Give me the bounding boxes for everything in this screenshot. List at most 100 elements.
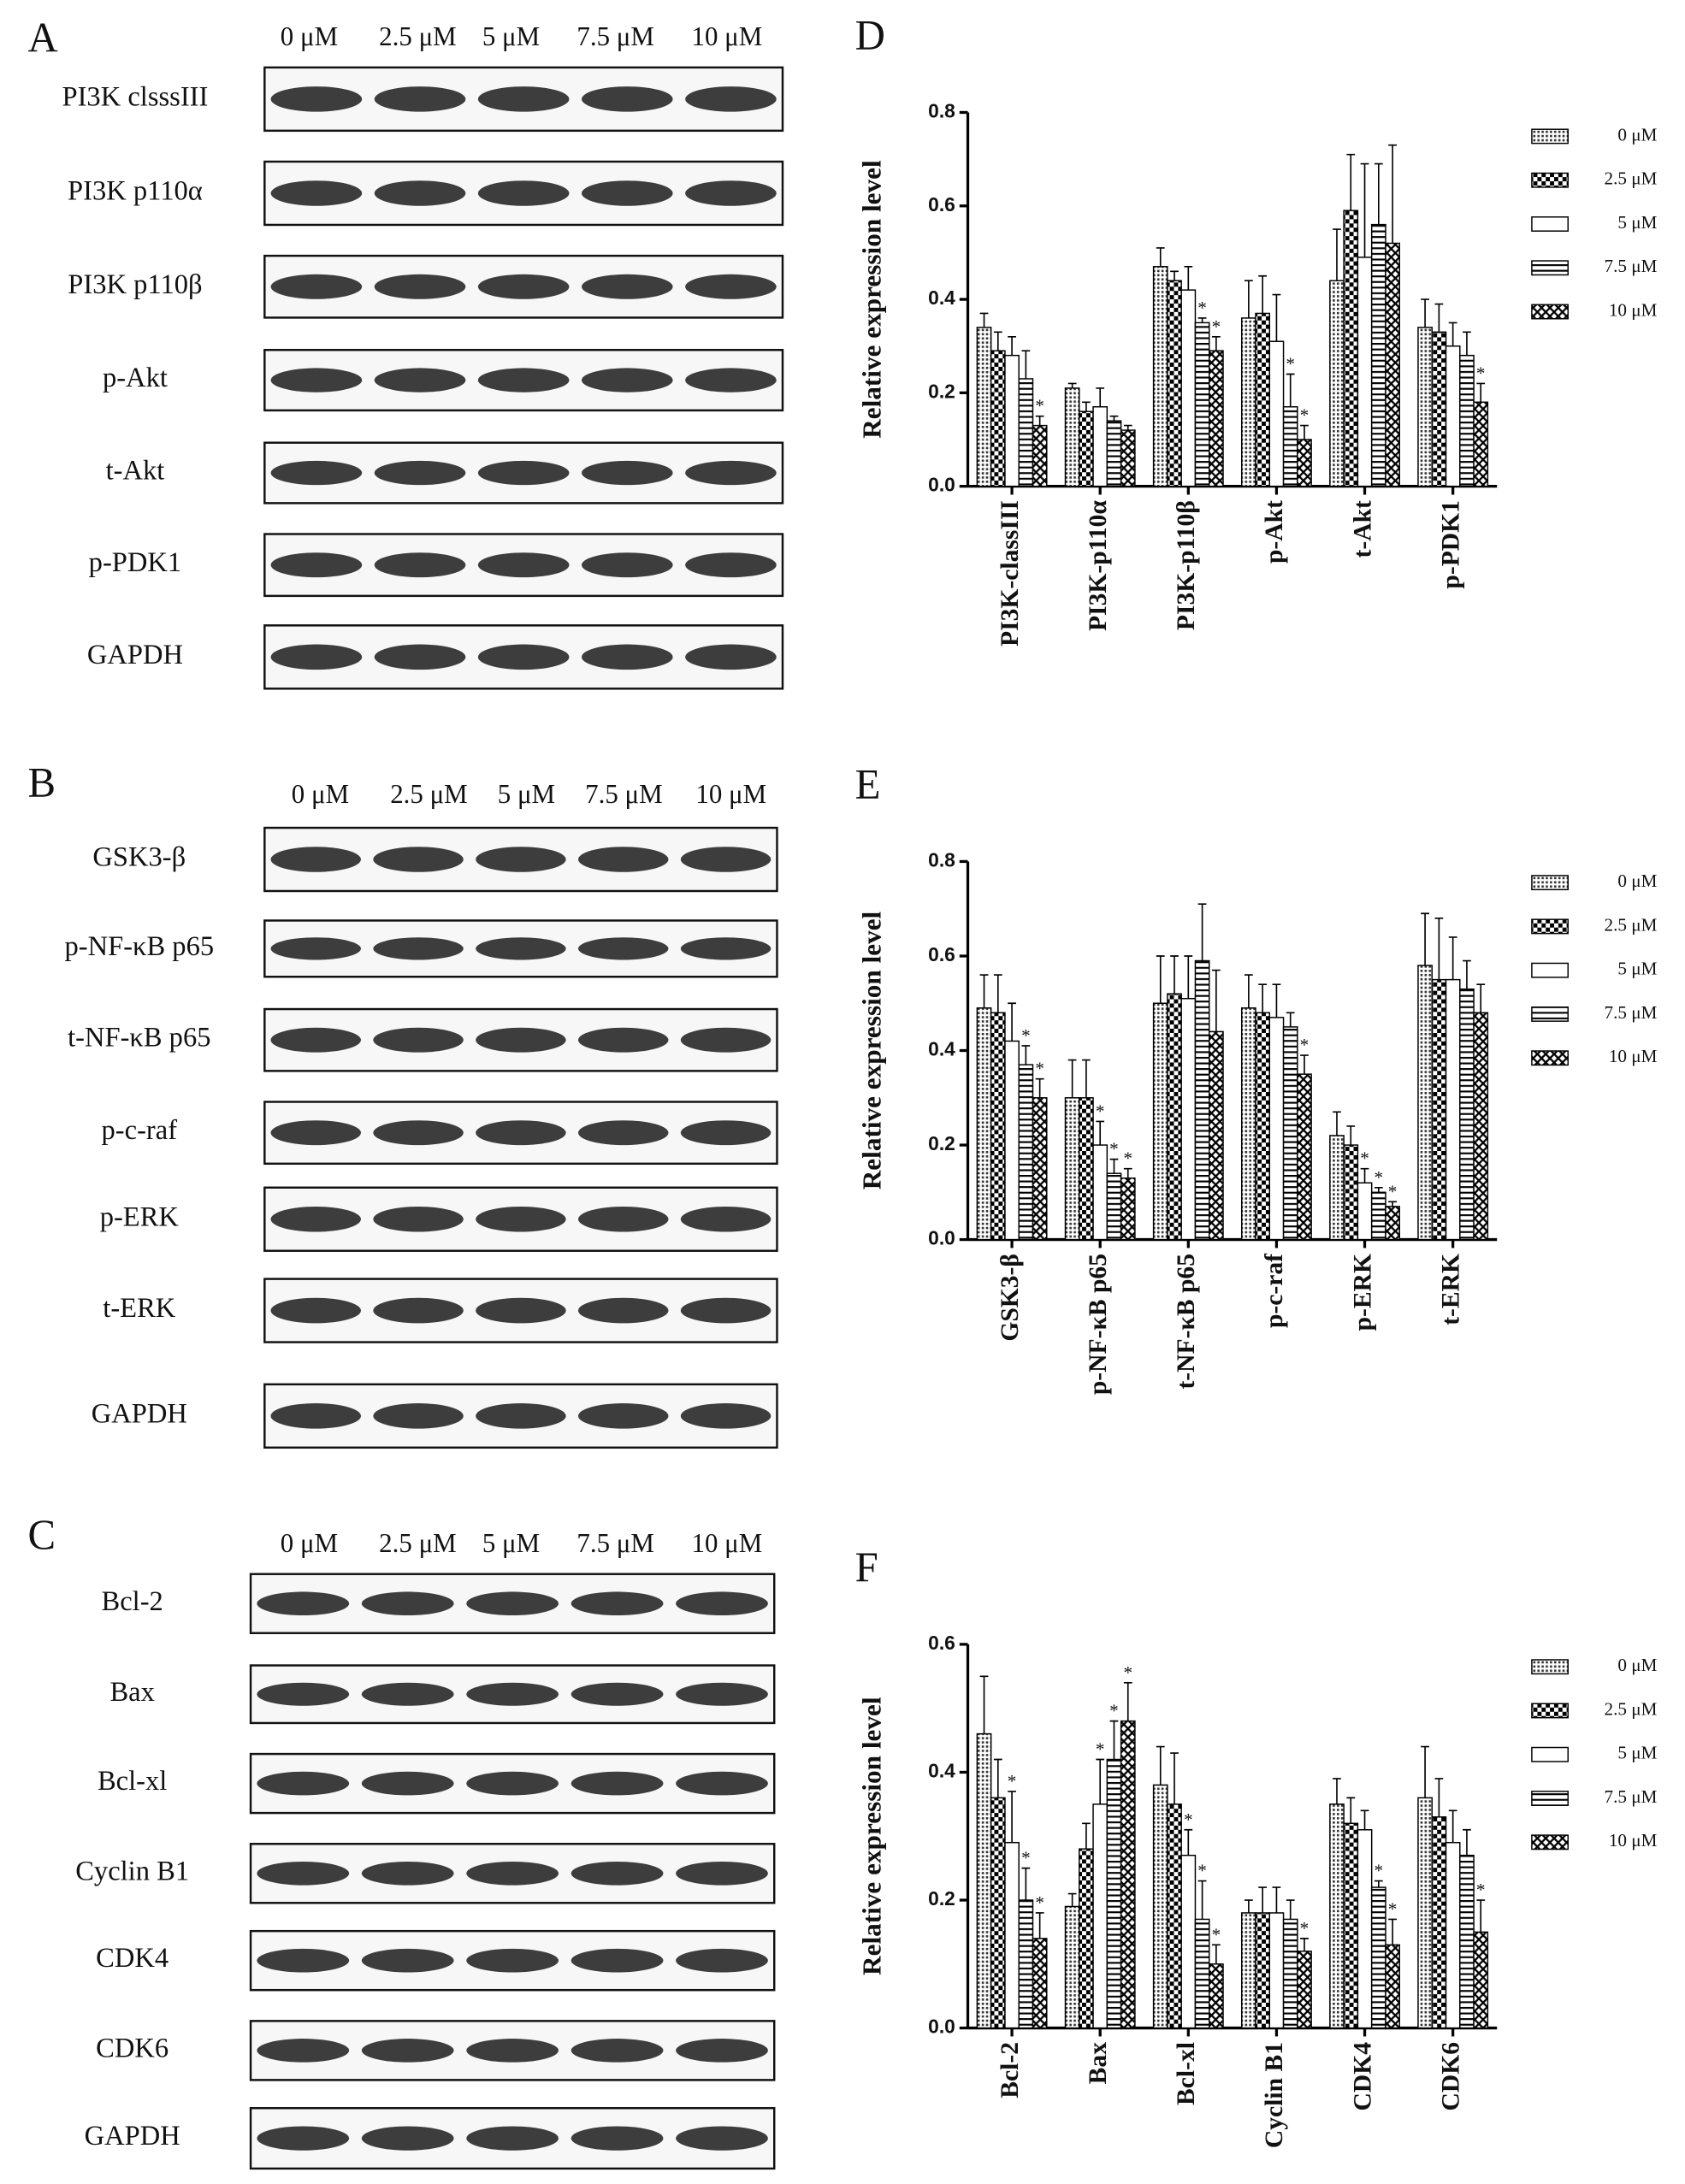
error-bar <box>1258 274 1268 314</box>
error-bar <box>1360 1809 1369 1830</box>
bar <box>1473 401 1489 487</box>
error-bar <box>1286 373 1295 407</box>
blot-label: PI3K p110α <box>68 175 203 206</box>
error-bar <box>1096 1758 1105 1804</box>
significance-mark: * <box>1008 1771 1017 1791</box>
blot-band <box>374 274 466 299</box>
blot-band <box>676 1948 768 1973</box>
legend-label: 5 μM <box>1617 958 1657 978</box>
bar <box>1106 1758 1122 2029</box>
significance-mark: * <box>1375 1167 1384 1188</box>
error-bar <box>1170 270 1179 281</box>
significance-mark: * <box>1388 1181 1398 1201</box>
bar <box>1329 280 1345 487</box>
concentration-label: 5 μM <box>482 1528 540 1558</box>
bar <box>1106 420 1122 487</box>
blot-label: GAPDH <box>87 640 183 670</box>
error-bar <box>1333 228 1341 281</box>
bar <box>1180 997 1197 1241</box>
blot-band <box>680 1120 772 1146</box>
blot-band <box>270 1206 361 1232</box>
blot-band <box>476 1206 566 1232</box>
blot-band <box>374 180 466 206</box>
bar <box>1431 331 1447 487</box>
blot-band <box>466 1682 559 1706</box>
y-tick-label: 0.2 <box>928 1887 955 1910</box>
blot-band <box>361 1948 454 1973</box>
error-bar <box>1272 1886 1281 1913</box>
error-bar <box>1333 1778 1341 1804</box>
bar <box>1329 1803 1345 2029</box>
blot-band <box>270 368 363 393</box>
significance-mark: * <box>1212 1924 1221 1945</box>
bar <box>1032 1938 1048 2029</box>
error-bar <box>1272 293 1281 342</box>
x-tick-label: p-c-raf <box>1261 1253 1288 1328</box>
blot-label: CDK6 <box>96 2033 168 2063</box>
bar <box>1032 1097 1048 1241</box>
error-bar <box>1476 382 1486 403</box>
x-tick-label: CDK4 <box>1349 2042 1376 2111</box>
blot-band <box>581 274 673 299</box>
blot-band <box>581 460 673 486</box>
blot-band <box>270 847 361 872</box>
blot-band <box>685 180 777 206</box>
bar <box>1385 1206 1400 1241</box>
bar <box>1120 1177 1136 1241</box>
bar <box>1343 1822 1359 2029</box>
y-tick-label: 0.8 <box>928 99 955 121</box>
legend-swatch <box>1531 304 1569 320</box>
bar <box>1343 210 1359 487</box>
bar <box>1240 1007 1256 1241</box>
error-bar <box>1082 1822 1091 1850</box>
error-bar <box>1286 1899 1295 1920</box>
y-tick-label: 0.2 <box>928 380 955 402</box>
blot-band <box>257 2126 350 2151</box>
error-bar <box>1244 1899 1253 1913</box>
error-bar <box>1388 144 1397 244</box>
error-bar <box>1300 1938 1309 1951</box>
bar <box>1282 406 1298 487</box>
bar <box>1385 242 1400 487</box>
significance-mark: * <box>1300 1918 1310 1939</box>
blot-band <box>477 644 570 670</box>
bar <box>1297 1951 1312 2029</box>
error-bar <box>1109 1158 1119 1174</box>
blot-band <box>571 1591 664 1616</box>
blot-label: p-PDK1 <box>89 547 182 578</box>
bar <box>1079 410 1094 487</box>
blot-band <box>257 1591 350 1616</box>
significance-mark: * <box>1096 1101 1105 1121</box>
panel-letter: A <box>28 14 59 61</box>
error-bar <box>1035 1077 1044 1098</box>
bar <box>1459 354 1475 487</box>
concentration-label: 5 μM <box>482 21 540 51</box>
error-bar <box>1156 1745 1165 1786</box>
bar <box>976 1732 992 2029</box>
bar <box>1004 1841 1020 2029</box>
bar <box>1431 1816 1447 2029</box>
significance-mark: * <box>1123 1662 1132 1683</box>
blot-label: t-ERK <box>103 1293 175 1324</box>
error-bar <box>1360 162 1369 257</box>
error-bar <box>1360 1167 1369 1183</box>
bar <box>1079 1848 1094 2029</box>
concentration-label: 2.5 μM <box>379 21 456 51</box>
bar <box>1180 289 1197 487</box>
bar <box>1180 1854 1197 2029</box>
error-bar <box>1170 955 1179 995</box>
y-tick-label: 0.0 <box>928 474 955 496</box>
blot-band <box>578 1403 669 1429</box>
legend-swatch <box>1531 875 1569 891</box>
bar <box>1385 1944 1400 2029</box>
panel-letter: F <box>855 1544 878 1591</box>
blot-band <box>477 180 570 206</box>
error-bar <box>1421 912 1429 966</box>
error-bar <box>1109 415 1119 422</box>
significance-mark: * <box>1021 1848 1031 1868</box>
blot-band <box>571 1861 664 1886</box>
error-bar <box>1123 1167 1132 1178</box>
error-bar <box>1197 317 1207 323</box>
significance-mark: * <box>1212 316 1221 337</box>
error-bar <box>1300 1054 1309 1075</box>
